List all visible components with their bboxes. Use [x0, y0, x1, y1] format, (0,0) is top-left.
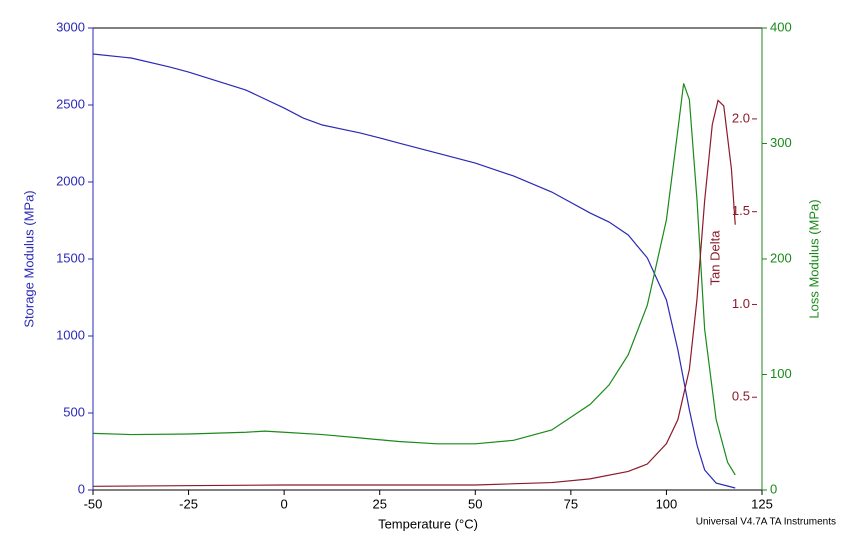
y-tick-label: 3000: [56, 19, 85, 34]
y-tick-label: 1500: [56, 250, 85, 265]
x-tick-label: 125: [751, 496, 773, 511]
x-tick-label: 100: [656, 496, 678, 511]
y-axis-label: Storage Modulus (MPa): [21, 190, 36, 327]
x-tick-label: 0: [281, 496, 288, 511]
footer: Universal V4.7A TA Instruments: [696, 517, 836, 528]
y3-tick-label: 1.0: [732, 296, 750, 311]
x-tick-label: -25: [179, 496, 198, 511]
y2-tick-label: 0: [770, 481, 777, 496]
y-tick-label: 500: [63, 404, 85, 419]
x-tick-label: -50: [84, 496, 103, 511]
y2-tick-label: 200: [770, 250, 792, 265]
y3-tick-label: 2.0: [732, 110, 750, 125]
series-line: [92, 83, 736, 476]
y-tick-label: 0: [78, 481, 85, 496]
series-line: [92, 53, 736, 489]
y3-axis-label: Tan Delta: [707, 230, 722, 286]
y3-tick-label: 1.5: [732, 203, 750, 218]
y2-tick-label: 100: [770, 366, 792, 381]
y-tick-label: 2500: [56, 96, 85, 111]
series-line: [92, 99, 736, 487]
x-axis-label: Temperature (°C): [378, 516, 478, 531]
x-tick-label: 25: [372, 496, 386, 511]
y-tick-label: 2000: [56, 173, 85, 188]
y-tick-label: 1000: [56, 327, 85, 342]
y2-tick-label: 300: [770, 135, 792, 150]
y2-axis-label: Loss Modulus (MPa): [806, 199, 821, 318]
y2-tick-label: 400: [770, 19, 792, 34]
y3-tick-label: 0.5: [732, 389, 750, 404]
x-tick-label: 75: [564, 496, 578, 511]
x-tick-label: 50: [468, 496, 482, 511]
